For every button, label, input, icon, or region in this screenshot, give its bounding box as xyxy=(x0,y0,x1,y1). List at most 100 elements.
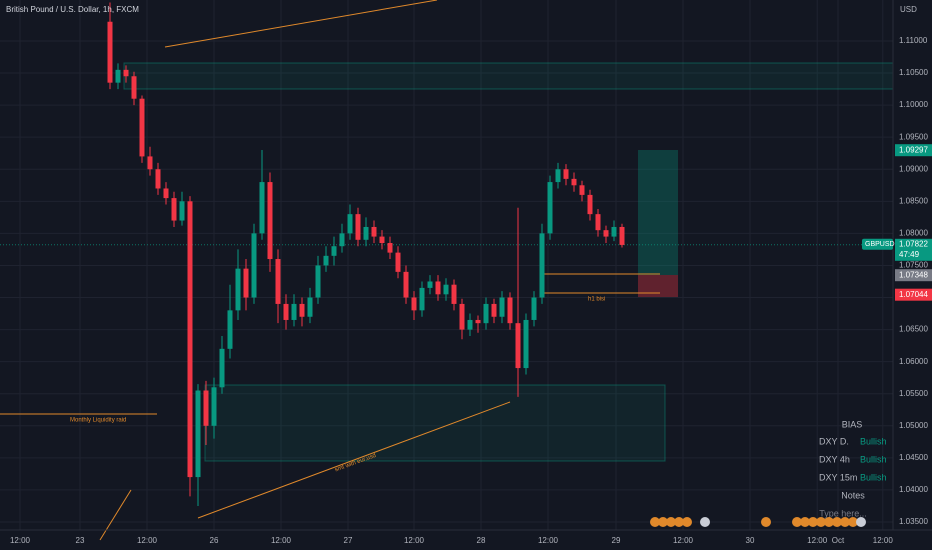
x-tick-label: 26 xyxy=(210,536,219,545)
y-tick-label: 1.03500 xyxy=(899,517,928,526)
candle-body xyxy=(267,182,273,260)
candle-body xyxy=(195,390,201,478)
x-tick-label: 12:00 xyxy=(673,536,694,545)
candle-body xyxy=(467,319,473,330)
candle-body xyxy=(211,387,217,426)
x-tick-label: 30 xyxy=(746,536,755,545)
symbol-tag xyxy=(862,238,893,250)
candle-body xyxy=(563,169,569,179)
symbol-name: GBPUSD xyxy=(865,241,895,248)
price-value: 1.07044 xyxy=(899,290,928,299)
candle-body xyxy=(427,281,433,288)
candle-body xyxy=(379,236,385,244)
candle-body xyxy=(251,233,257,298)
y-tick-label: 1.05000 xyxy=(899,421,928,430)
table-cell: DXY 4h xyxy=(819,454,850,464)
y-tick-label: 1.09000 xyxy=(899,164,928,173)
table-cell: Bullish xyxy=(860,436,887,446)
y-tick-label: 1.08500 xyxy=(899,196,928,205)
y-tick-label: 1.10500 xyxy=(899,68,928,77)
candle-body xyxy=(171,198,177,221)
candle-body xyxy=(387,243,393,253)
candle-body xyxy=(523,319,529,369)
candle-body xyxy=(611,226,617,237)
candle-body xyxy=(411,297,417,311)
table-cell: Bullish xyxy=(860,472,887,482)
y-tick-label: 1.04500 xyxy=(899,453,928,462)
trend-line xyxy=(99,489,132,541)
stop-box xyxy=(638,275,678,297)
candle-body xyxy=(155,169,161,189)
candle-body xyxy=(395,252,401,272)
event-icons xyxy=(650,517,866,527)
candle-body xyxy=(131,76,137,99)
candle-body xyxy=(555,169,561,183)
y-tick-label: 1.04000 xyxy=(899,485,928,494)
candle-body xyxy=(275,259,281,304)
candle-body xyxy=(323,255,329,266)
price-tag xyxy=(895,288,932,301)
y-tick-label: 1.05500 xyxy=(899,389,928,398)
candle-body xyxy=(115,69,121,83)
candle-body xyxy=(347,214,353,234)
price-tag xyxy=(895,144,932,157)
x-tick-label: 23 xyxy=(76,536,85,545)
candle-body xyxy=(475,319,481,324)
candle-body xyxy=(579,185,585,195)
candle-body xyxy=(307,297,313,317)
candle-body xyxy=(163,188,169,199)
candle-body xyxy=(107,21,113,83)
y-tick-label: 1.06500 xyxy=(899,325,928,334)
x-tick-label: 12:00 xyxy=(873,536,894,545)
candle-body xyxy=(243,268,249,298)
candle-body xyxy=(507,297,513,324)
y-tick-label: 1.06000 xyxy=(899,357,928,366)
countdown: 47:49 xyxy=(899,250,920,259)
x-tick-label: 12:00 xyxy=(538,536,559,545)
candle-body xyxy=(419,287,425,311)
candle-body xyxy=(363,226,369,240)
candle-body xyxy=(403,271,409,298)
chart-title: British Pound / U.S. Dollar, 1h, FXCM xyxy=(6,5,139,14)
candle-body xyxy=(123,69,129,77)
candle-body xyxy=(203,390,209,426)
x-tick-label: 12:00 xyxy=(404,536,425,545)
candle-body xyxy=(283,303,289,320)
candle-body xyxy=(291,303,297,320)
annotation: Monthly Liquidity raid xyxy=(70,418,126,424)
notes-input[interactable]: Type here... xyxy=(819,508,867,518)
candle-body xyxy=(331,246,337,256)
candle-body xyxy=(499,297,505,317)
candle-body xyxy=(227,310,233,349)
candle-body xyxy=(371,226,377,237)
candle-body xyxy=(587,194,593,215)
candle-body xyxy=(571,178,577,186)
x-tick-label: 12:00 xyxy=(271,536,292,545)
price-axis: 1.03500 1.04000 1.04500 1.05000 1.05500 1.060… xyxy=(10,36,932,545)
x-tick-label: 12:00 xyxy=(137,536,158,545)
candle-body xyxy=(435,281,441,295)
grid xyxy=(0,0,893,530)
x-tick-label: 27 xyxy=(344,536,353,545)
candle-body xyxy=(219,348,225,388)
annotation: h1 bisi xyxy=(588,297,605,303)
x-tick-label: 12:00 xyxy=(10,536,31,545)
table-cell: DXY 15m xyxy=(819,472,857,482)
price-value: 1.07822 xyxy=(899,239,928,248)
currency: USD xyxy=(900,5,917,14)
candle-body xyxy=(139,98,145,157)
x-tick-label: 29 xyxy=(612,536,621,545)
trend-line xyxy=(197,401,511,519)
x-tick-label: Oct xyxy=(832,536,845,545)
price-tag xyxy=(895,238,932,261)
candle-body xyxy=(299,303,305,317)
candle-body xyxy=(595,214,601,231)
candle-body xyxy=(539,233,545,298)
candle-body xyxy=(619,226,625,245)
candle-body xyxy=(491,303,497,317)
candle-body xyxy=(339,233,345,247)
y-tick-label: 1.10000 xyxy=(899,100,928,109)
table-notes: Notes xyxy=(841,490,865,500)
candle-body xyxy=(259,182,265,234)
